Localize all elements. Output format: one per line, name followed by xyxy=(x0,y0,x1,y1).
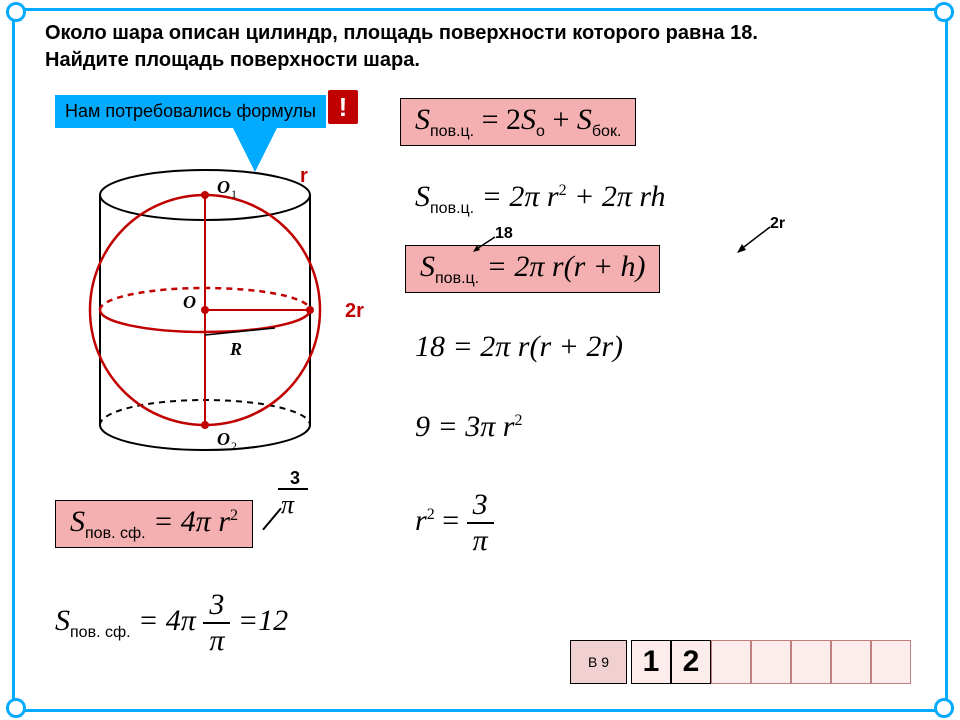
corner-tl xyxy=(6,2,26,22)
f6-eq: = xyxy=(442,504,466,537)
answer-digit-7 xyxy=(871,640,911,684)
f3-S: S xyxy=(420,250,435,283)
f1-plus: + xyxy=(552,103,576,136)
f5-sup: 2 xyxy=(514,412,522,429)
f3-rest: = 2π r(r + h) xyxy=(487,250,646,283)
svg-text:2: 2 xyxy=(231,439,237,453)
formula-sphere-final: Sпов. сф. = 4π 3 π =12 xyxy=(55,590,288,656)
label-r: r xyxy=(300,165,308,188)
problem-line1: Около шара описан цилиндр, площадь повер… xyxy=(45,22,758,44)
formula-r2: r2 = 3 π xyxy=(415,490,494,556)
f1-S: S xyxy=(415,103,430,136)
f6-num: 3 xyxy=(467,490,494,524)
f2-sup: 2 xyxy=(559,182,567,199)
sph-sup: 2 xyxy=(230,507,238,524)
answer-digit-5 xyxy=(791,640,831,684)
formula-sphere-area: Sпов. сф. = 4π r2 xyxy=(55,500,253,548)
f1-S2: S xyxy=(521,103,536,136)
pi-overlay: π xyxy=(281,490,294,520)
label-2r: 2r xyxy=(345,300,364,323)
answer-digit-3 xyxy=(711,640,751,684)
sph-S: S xyxy=(70,505,85,538)
svg-text:R: R xyxy=(229,339,242,359)
f2-tail: + 2π rh xyxy=(567,180,666,213)
f1-sub: пов.ц. xyxy=(430,123,474,140)
f6-sup: 2 xyxy=(427,506,435,523)
sph2-sub: пов. сф. xyxy=(70,624,131,641)
corner-bl xyxy=(6,698,26,718)
sph2-pre: = 4π xyxy=(138,604,203,637)
sph2-tail: =12 xyxy=(238,604,288,637)
f3-sub: пов.ц. xyxy=(435,270,479,287)
exclamation-icon: ! xyxy=(328,90,358,124)
formula-sub-18: 18 = 2π r(r + 2r) xyxy=(415,330,623,364)
f1-sub2: о xyxy=(536,123,545,140)
svg-text:O: O xyxy=(217,177,230,197)
answer-label: В 9 xyxy=(570,640,627,684)
answer-digit-2: 2 xyxy=(671,640,711,684)
cylinder-sphere-diagram: O 1 O O 2 R xyxy=(75,160,335,460)
svg-text:1: 1 xyxy=(231,187,237,201)
f6-den: π xyxy=(467,524,494,556)
sph2-S: S xyxy=(55,604,70,637)
formula-expanded: Sпов.ц. = 2π r2 + 2π rh xyxy=(415,180,665,218)
answer-grid: В 9 1 2 xyxy=(570,640,911,684)
formula-callout: Нам потребовались формулы xyxy=(55,95,326,128)
arrow-18 xyxy=(470,235,500,255)
formula-surface-sum: Sпов.ц. = 2Sо + Sбок. xyxy=(400,98,636,146)
formula-factored: Sпов.ц. = 2π r(r + h) xyxy=(405,245,660,293)
sph-sub: пов. сф. xyxy=(85,525,146,542)
problem-line2: Найдите площадь поверхности шара. xyxy=(45,49,420,71)
arrow-2r xyxy=(735,225,775,255)
formula-nine: 9 = 3π r2 xyxy=(415,410,522,444)
f5-body: 9 = 3π r xyxy=(415,410,514,443)
answer-digit-4 xyxy=(751,640,791,684)
annotation-3: 3 xyxy=(290,468,300,489)
sph-rest: = 4π r xyxy=(153,505,230,538)
problem-text: Около шара описан цилиндр, площадь повер… xyxy=(45,20,915,74)
answer-digit-6 xyxy=(831,640,871,684)
svg-text:O: O xyxy=(183,292,196,312)
f6-r: r xyxy=(415,504,427,537)
f2-sub: пов.ц. xyxy=(430,200,474,217)
f1-eq: = 2 xyxy=(482,103,521,136)
f2-S: S xyxy=(415,180,430,213)
sph2-num: 3 xyxy=(203,590,230,624)
f1-sub3: бок. xyxy=(592,123,622,140)
f2-rest: = 2π r xyxy=(482,180,559,213)
answer-digit-1: 1 xyxy=(631,640,671,684)
svg-text:O: O xyxy=(217,429,230,449)
corner-tr xyxy=(934,2,954,22)
corner-br xyxy=(934,698,954,718)
sph2-den: π xyxy=(203,624,230,656)
f1-S3: S xyxy=(577,103,592,136)
